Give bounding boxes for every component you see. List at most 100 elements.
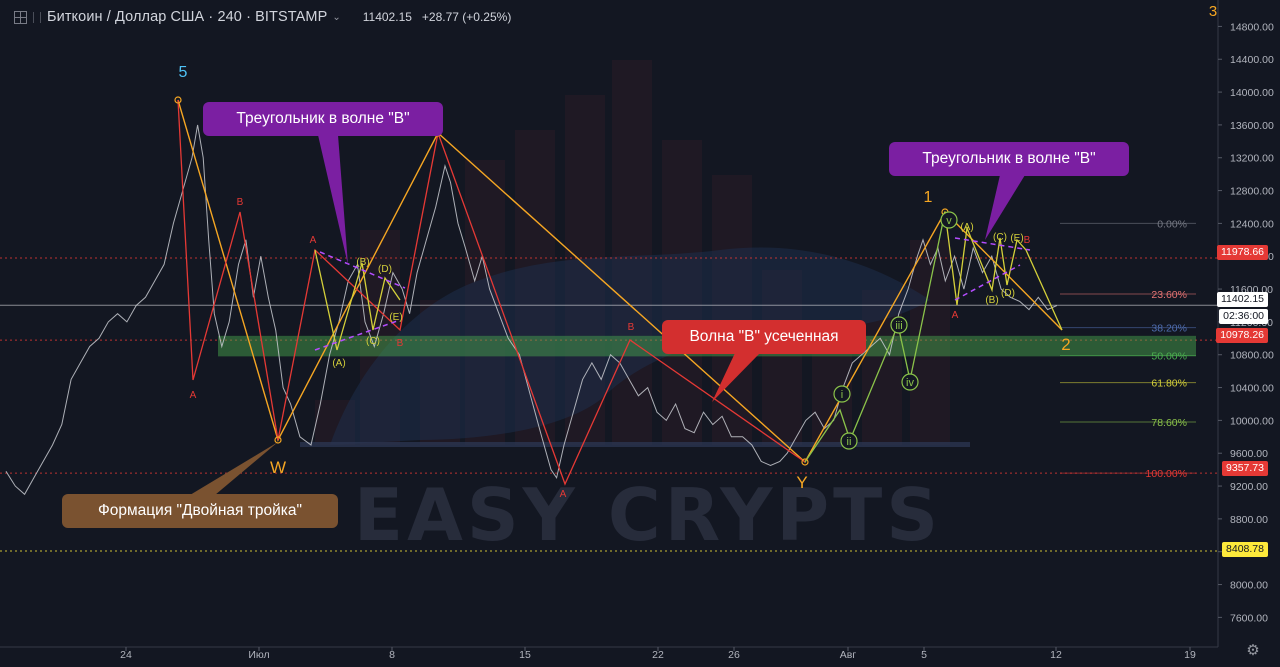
price-label-8408: 8408.78 (1222, 542, 1268, 557)
callout-pointer-triangle-right (985, 175, 1025, 240)
wave-green-impulse (804, 211, 946, 463)
symbol-title[interactable]: Биткоин / Доллар США · 240 · BITSTAMP (47, 9, 328, 25)
watermark-bar (612, 60, 652, 445)
wave-label: B (628, 322, 635, 333)
wave-label: (D) (378, 264, 392, 275)
wave-label: A (952, 310, 959, 321)
price-change: +28.77 (+0.25%) (421, 10, 512, 24)
wave-red-abc (177, 99, 806, 486)
triangle-right-lower (954, 264, 1021, 301)
callout-triangle-left[interactable]: Треугольник в волне "B" (203, 102, 443, 136)
price-label-current: 11402.15 (1216, 292, 1268, 307)
wave-label: A (310, 235, 317, 246)
x-tick-label: 12 (1050, 649, 1062, 661)
callout-pointer-triangle-left (318, 135, 348, 265)
y-tick-label: 12400.00 (1230, 218, 1274, 230)
roman-wave-label: ii (847, 436, 852, 448)
roman-wave-marker (833, 385, 851, 403)
wave-label: 5 (179, 64, 188, 81)
wave-label: (E) (389, 312, 402, 323)
wave-label: (C) (366, 336, 380, 347)
wave-label: B (1024, 235, 1031, 246)
fib-label: 100.00% (1146, 468, 1187, 480)
x-tick-label: 5 (921, 649, 927, 661)
callout-double-three[interactable]: Формация "Двойная тройка" (62, 494, 338, 528)
gear-icon[interactable]: ⚙ (1246, 642, 1260, 659)
roman-wave-label: i (841, 389, 843, 401)
price-label-timer: 02:36:00 (1219, 309, 1268, 324)
y-tick-label: 9200.00 (1230, 481, 1268, 493)
wave-label: (D) (1001, 288, 1015, 299)
watermark-text: EASY CRYPTS (354, 473, 942, 557)
y-tick-label: 14800.00 (1230, 21, 1274, 33)
wave-labels-layer: 5WXY123ABABABAB(A)(B)(C)(D)(E)(A)(B)(C)(… (179, 3, 1218, 500)
price-label-11978: 11978.66 (1216, 245, 1268, 260)
wave-label: 2 (1061, 335, 1070, 354)
roman-wave-marker (901, 373, 919, 391)
x-tick-label: 8 (389, 649, 395, 661)
y-tick-label: 8000.00 (1230, 580, 1268, 592)
y-tick-label: 13600.00 (1230, 120, 1274, 132)
wave-label: A (190, 390, 197, 401)
fib-label: 0.00% (1157, 218, 1187, 230)
callout-pointer-wave-b (712, 353, 760, 402)
x-tick-label: Июл (248, 649, 269, 661)
roman-wave-marker (840, 432, 858, 450)
wave-label: (A) (960, 222, 973, 233)
watermark-base (300, 442, 970, 447)
x-tick-label: Авг (840, 649, 857, 661)
last-price: 11402.15 (362, 10, 412, 24)
wave-label: B (237, 197, 244, 208)
roman-wave-marker (940, 211, 958, 229)
wave-label: (B) (356, 257, 369, 268)
roman-wave-marker (890, 316, 908, 334)
wave-label: B (397, 338, 404, 349)
wave-label: 3 (1209, 3, 1217, 20)
x-tick-label: 24 (120, 649, 132, 661)
wave-label: A (560, 489, 567, 500)
y-tick-label: 14000.00 (1230, 87, 1274, 99)
compare-icon[interactable] (33, 11, 41, 23)
x-tick-label: 22 (652, 649, 664, 661)
y-tick-label: 7600.00 (1230, 612, 1268, 624)
roman-wave-label: v (946, 215, 952, 227)
callout-wave-b-truncated[interactable]: Волна "B" усеченная (662, 320, 866, 354)
y-tick-label: 12800.00 (1230, 186, 1274, 198)
triangle-right-upper (954, 237, 1031, 251)
fib-label: 23.60% (1151, 289, 1187, 301)
wave-label: Y (796, 473, 807, 492)
wave-orange-primary (177, 99, 1063, 464)
callout-triangle-right[interactable]: Треугольник в волне "B" (889, 142, 1129, 176)
y-tick-label: 10000.00 (1230, 415, 1274, 427)
callout-pointer-double-three (190, 442, 278, 495)
y-tick-label: 10400.00 (1230, 383, 1274, 395)
y-tick-label: 10800.00 (1230, 350, 1274, 362)
wave-label: 1 (924, 189, 933, 206)
wave-yellow-triangle (314, 249, 401, 351)
triangle-upper-bound (319, 251, 406, 289)
x-tick-label: 26 (728, 649, 740, 661)
price-label-10978: 10978.26 (1216, 328, 1268, 343)
wave-label: (A) (332, 358, 345, 369)
y-tick-label: 14400.00 (1230, 54, 1274, 66)
price-label-9357: 9357.73 (1222, 461, 1268, 476)
roman-wave-label: iii (895, 320, 902, 332)
crosshair-icon[interactable] (14, 10, 27, 24)
fib-label: 50.00% (1151, 351, 1187, 363)
wave-label: (C) (993, 232, 1007, 243)
fib-label: 61.80% (1151, 378, 1187, 390)
y-tick-label: 8800.00 (1230, 514, 1268, 526)
triangle-lower-bound (314, 319, 401, 351)
price-layer (5, 124, 1058, 496)
y-tick-label: 9600.00 (1230, 448, 1268, 460)
watermark-layer: EASY CRYPTS (300, 60, 970, 557)
x-tick-label: 19 (1184, 649, 1196, 661)
chevron-down-icon[interactable]: ⌄ (332, 11, 341, 23)
wave-label: (B) (985, 295, 998, 306)
wave-yellow-triangle-right (944, 211, 1063, 331)
wave-pivot-marker (174, 96, 182, 104)
waves-layer (174, 96, 1063, 495)
symbol-header: Биткоин / Доллар США · 240 · BITSTAMP ⌄ … (0, 0, 511, 34)
